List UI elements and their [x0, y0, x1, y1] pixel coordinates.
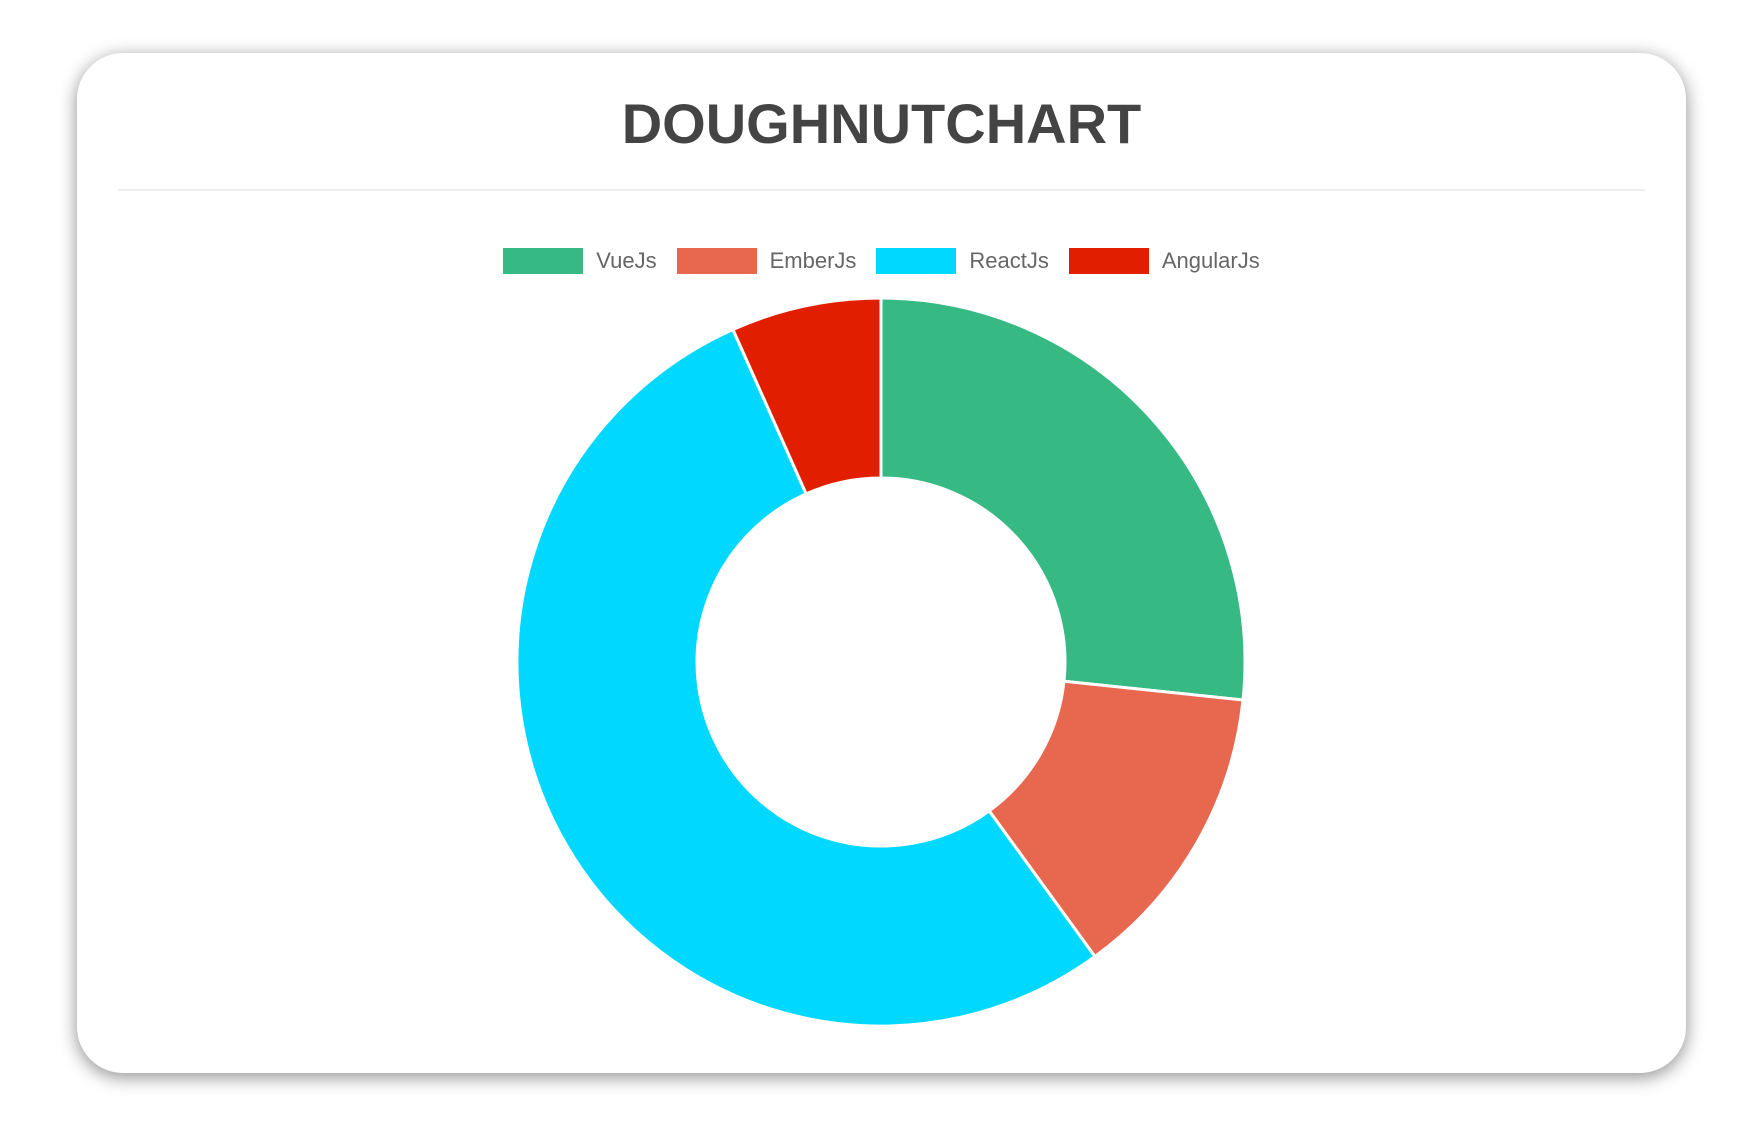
- chart-title: DOUGHNUTCHART: [621, 92, 1142, 155]
- legend-item-vuejs[interactable]: VueJs: [503, 248, 657, 274]
- legend-label: VueJs: [596, 248, 657, 273]
- legend-item-emberjs[interactable]: EmberJs: [676, 248, 857, 274]
- slice-vuejs[interactable]: [879, 296, 1247, 702]
- legend-item-reactjs[interactable]: ReactJs: [876, 248, 1049, 274]
- legend-label: ReactJs: [969, 248, 1049, 273]
- legend: VueJs EmberJs ReactJs AngularJs: [77, 248, 1686, 274]
- legend-item-angularjs[interactable]: AngularJs: [1068, 248, 1260, 274]
- legend-swatch: [876, 248, 957, 274]
- slice-angularjs[interactable]: [730, 296, 883, 496]
- slice-reactjs[interactable]: [515, 327, 1098, 1028]
- legend-swatch: [676, 248, 757, 274]
- legend-label: AngularJs: [1161, 248, 1260, 273]
- legend-swatch: [503, 248, 584, 274]
- legend-swatch: [1068, 248, 1149, 274]
- legend-label: EmberJs: [769, 248, 857, 273]
- divider: [118, 189, 1645, 191]
- slice-emberjs[interactable]: [987, 679, 1245, 959]
